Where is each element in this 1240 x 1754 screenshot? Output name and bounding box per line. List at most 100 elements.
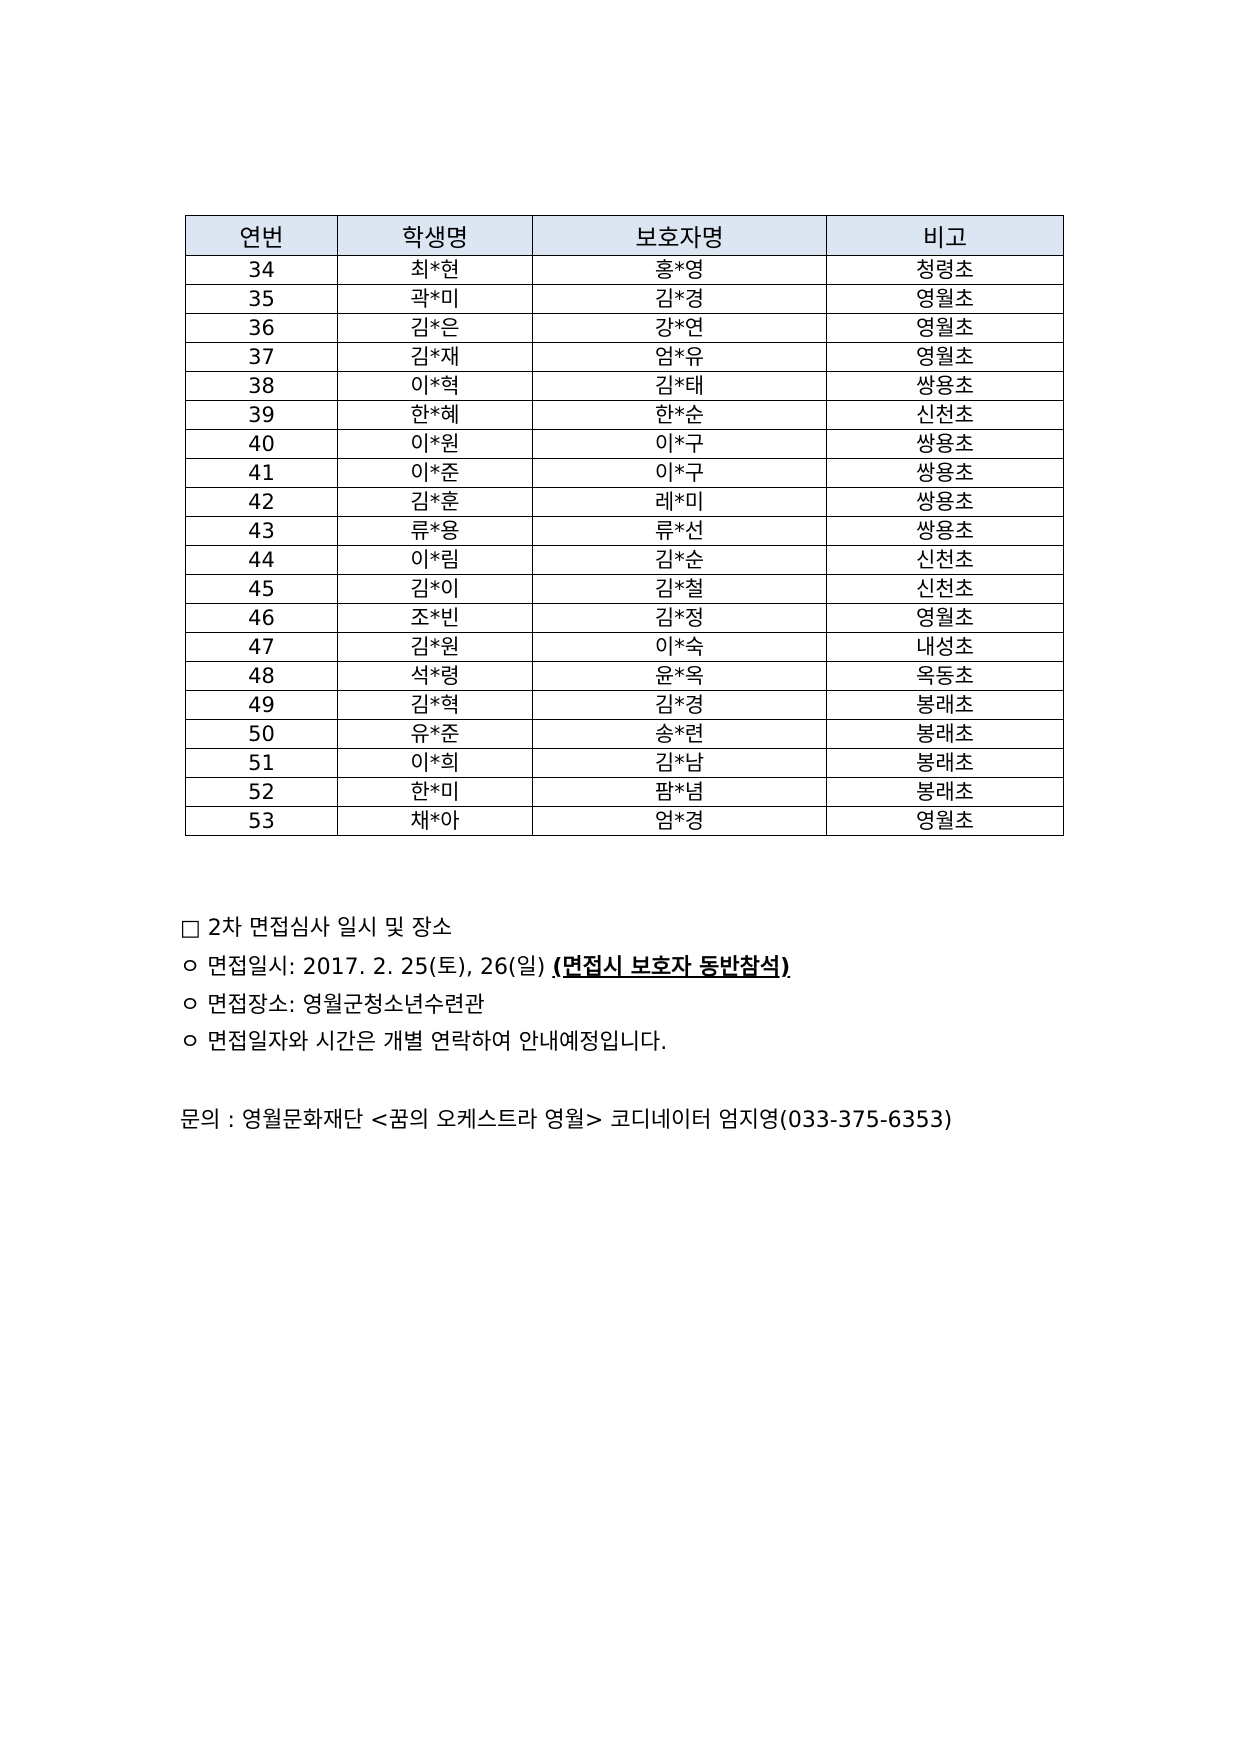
cell-note: 봉래초 (826, 748, 1064, 778)
table-row: 48 석*령 윤*옥 옥동초 (185, 661, 1064, 691)
cell-note: 옥동초 (826, 661, 1064, 691)
cell-note: 봉래초 (826, 777, 1064, 807)
table-row: 40 이*원 이*구 쌍용초 (185, 429, 1064, 459)
cell-student-name: 이*준 (337, 458, 533, 488)
cell-guardian-name: 엄*경 (532, 806, 827, 836)
table-row: 53 채*아 엄*경 영월초 (185, 806, 1064, 836)
cell-student-name: 최*현 (337, 255, 533, 285)
cell-note: 쌍용초 (826, 516, 1064, 546)
header-note: 비고 (826, 215, 1064, 256)
table-row: 38 이*혁 김*태 쌍용초 (185, 371, 1064, 401)
cell-note: 청령초 (826, 255, 1064, 285)
cell-note: 영월초 (826, 806, 1064, 836)
cell-guardian-name: 김*경 (532, 284, 827, 314)
header-number: 연번 (185, 215, 338, 256)
table-row: 45 김*이 김*철 신천초 (185, 574, 1064, 604)
cell-number: 48 (185, 661, 338, 691)
section-heading: □ 2차 면접심사 일시 및 장소 (180, 916, 453, 941)
cell-number: 47 (185, 632, 338, 662)
cell-guardian-name: 이*구 (532, 458, 827, 488)
cell-number: 36 (185, 313, 338, 343)
cell-student-name: 김*훈 (337, 487, 533, 517)
table-header-row: 연번 학생명 보호자명 비고 (185, 215, 1064, 256)
cell-student-name: 유*준 (337, 719, 533, 749)
cell-student-name: 이*희 (337, 748, 533, 778)
cell-student-name: 조*빈 (337, 603, 533, 633)
table-row: 51 이*희 김*남 봉래초 (185, 748, 1064, 778)
cell-number: 40 (185, 429, 338, 459)
table-row: 35 곽*미 김*경 영월초 (185, 284, 1064, 314)
cell-student-name: 류*용 (337, 516, 533, 546)
cell-student-name: 김*재 (337, 342, 533, 372)
table-row: 50 유*준 송*련 봉래초 (185, 719, 1064, 749)
cell-guardian-name: 이*구 (532, 429, 827, 459)
cell-guardian-name: 엄*유 (532, 342, 827, 372)
interview-date: ㅇ 면접일시: 2017. 2. 25(토), 26(일) (면접시 보호자 동… (180, 949, 790, 981)
cell-guardian-name: 팜*념 (532, 777, 827, 807)
interview-schedule: ㅇ 면접일자와 시간은 개별 연락하여 안내예정입니다. (180, 1030, 668, 1055)
cell-note: 영월초 (826, 284, 1064, 314)
cell-number: 43 (185, 516, 338, 546)
cell-guardian-name: 김*태 (532, 371, 827, 401)
cell-guardian-name: 김*순 (532, 545, 827, 575)
cell-student-name: 김*이 (337, 574, 533, 604)
cell-number: 45 (185, 574, 338, 604)
cell-student-name: 곽*미 (337, 284, 533, 314)
cell-note: 쌍용초 (826, 371, 1064, 401)
table-row: 52 한*미 팜*념 봉래초 (185, 777, 1064, 807)
table-row: 39 한*혜 한*순 신천초 (185, 400, 1064, 430)
cell-student-name: 김*원 (337, 632, 533, 662)
cell-student-name: 채*아 (337, 806, 533, 836)
cell-student-name: 석*령 (337, 661, 533, 691)
cell-guardian-name: 류*선 (532, 516, 827, 546)
cell-note: 영월초 (826, 313, 1064, 343)
cell-note: 영월초 (826, 342, 1064, 372)
table-row: 46 조*빈 김*정 영월초 (185, 603, 1064, 633)
cell-number: 52 (185, 777, 338, 807)
applicant-table: 연번 학생명 보호자명 비고 34 최*현 홍*영 청령초 35 곽*미 김*경 영월초 36 김… (185, 215, 1064, 836)
table-row: 41 이*준 이*구 쌍용초 (185, 458, 1064, 488)
cell-guardian-name: 레*미 (532, 487, 827, 517)
cell-number: 39 (185, 400, 338, 430)
cell-guardian-name: 이*숙 (532, 632, 827, 662)
cell-student-name: 한*미 (337, 777, 533, 807)
interview-date-text: ㅇ 면접일시: 2017. 2. 25(토), 26(일) (180, 955, 553, 980)
header-guardian-name: 보호자명 (532, 215, 827, 256)
cell-number: 37 (185, 342, 338, 372)
cell-note: 신천초 (826, 400, 1064, 430)
cell-student-name: 이*혁 (337, 371, 533, 401)
contact-info: 문의 : 영월문화재단 <꿈의 오케스트라 영월> 코디네이터 엄지영(033-… (180, 1108, 953, 1133)
cell-number: 34 (185, 255, 338, 285)
cell-number: 46 (185, 603, 338, 633)
cell-guardian-name: 김*남 (532, 748, 827, 778)
cell-student-name: 이*림 (337, 545, 533, 575)
cell-note: 봉래초 (826, 719, 1064, 749)
cell-number: 38 (185, 371, 338, 401)
cell-guardian-name: 홍*영 (532, 255, 827, 285)
cell-guardian-name: 김*정 (532, 603, 827, 633)
cell-note: 신천초 (826, 574, 1064, 604)
cell-number: 50 (185, 719, 338, 749)
cell-note: 내성초 (826, 632, 1064, 662)
cell-note: 영월초 (826, 603, 1064, 633)
table-row: 37 김*재 엄*유 영월초 (185, 342, 1064, 372)
cell-number: 53 (185, 806, 338, 836)
cell-number: 49 (185, 690, 338, 720)
cell-number: 41 (185, 458, 338, 488)
cell-note: 신천초 (826, 545, 1064, 575)
table-row: 44 이*림 김*순 신천초 (185, 545, 1064, 575)
cell-student-name: 이*원 (337, 429, 533, 459)
cell-student-name: 한*혜 (337, 400, 533, 430)
cell-note: 봉래초 (826, 690, 1064, 720)
cell-student-name: 김*혁 (337, 690, 533, 720)
cell-guardian-name: 김*경 (532, 690, 827, 720)
cell-guardian-name: 김*철 (532, 574, 827, 604)
cell-student-name: 김*은 (337, 313, 533, 343)
guardian-required-note: (면접시 보호자 동반참석) (552, 955, 791, 980)
interview-place: ㅇ 면접장소: 영월군청소년수련관 (180, 993, 485, 1018)
table-row: 42 김*훈 레*미 쌍용초 (185, 487, 1064, 517)
table-row: 34 최*현 홍*영 청령초 (185, 255, 1064, 285)
cell-guardian-name: 윤*옥 (532, 661, 827, 691)
cell-number: 42 (185, 487, 338, 517)
cell-number: 44 (185, 545, 338, 575)
